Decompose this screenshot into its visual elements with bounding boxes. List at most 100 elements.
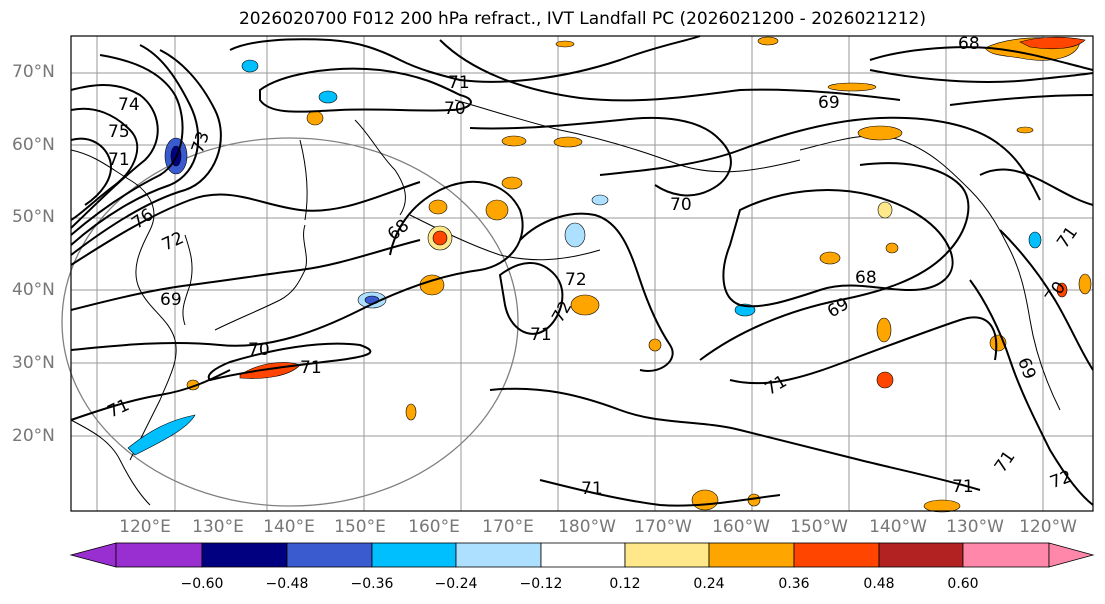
refractivity-contours <box>70 35 1094 507</box>
contour-line <box>229 35 701 83</box>
colorbar-tick-label: 0.36 <box>778 576 810 592</box>
colorbar-bin <box>115 542 203 568</box>
colorbar-tick-label: −0.60 <box>180 576 224 592</box>
lon-label: 150°E <box>334 517 386 537</box>
colorbar-bin <box>286 542 373 568</box>
contour-line <box>699 162 970 361</box>
contour-line <box>599 116 1041 201</box>
anomaly-positive <box>485 199 509 221</box>
coastline-southeast-asia <box>70 419 151 506</box>
anomaly-positive <box>432 230 448 246</box>
anomaly-positive <box>757 36 779 46</box>
anomaly-positive <box>1019 36 1086 50</box>
colorbar-bin <box>878 542 964 568</box>
anomaly-positive <box>857 125 903 141</box>
anomaly-positive <box>501 176 523 190</box>
lon-label: 170°E <box>482 517 534 537</box>
anomaly-positive <box>570 294 600 316</box>
anomaly-positive <box>885 242 899 254</box>
contour-label: 72 <box>565 270 587 290</box>
contour-label: 75 <box>108 122 130 142</box>
shaded-anomalies <box>127 36 1092 513</box>
contour-line <box>969 279 1094 506</box>
colorbar-bin <box>371 542 457 568</box>
contour-label: 70 <box>444 99 466 119</box>
map-title: 2026020700 F012 200 hPa refract., IVT La… <box>238 9 926 29</box>
lon-label: 180°W <box>558 517 616 537</box>
lat-label: 60°N <box>12 135 55 155</box>
anomaly-positive <box>1056 282 1068 298</box>
contour-line <box>722 189 954 308</box>
contour-line <box>70 107 139 221</box>
colorbar-bin <box>793 542 880 568</box>
colorbar-tick-label: 0.24 <box>693 576 725 592</box>
contour-line <box>207 342 372 382</box>
anomaly-positive <box>553 136 583 148</box>
anomaly-negative <box>564 222 586 248</box>
contour-line <box>70 369 231 421</box>
lat-label: 70°N <box>12 62 55 82</box>
contour-line <box>70 239 421 311</box>
contour-line <box>949 94 1094 106</box>
contour-line <box>498 262 564 335</box>
anomaly-negative <box>318 90 338 104</box>
contour-label: 74 <box>118 95 140 115</box>
map-frame <box>70 35 1094 512</box>
colorbar-tick-label: 0.60 <box>947 576 979 592</box>
contour-line <box>469 116 732 197</box>
anomaly-positive <box>691 489 719 511</box>
contour-label: 71 <box>530 325 552 345</box>
anomaly-positive <box>555 40 575 48</box>
coastline-bering <box>454 99 801 173</box>
lon-label: 160°E <box>408 517 460 537</box>
anomaly-negative <box>241 59 259 73</box>
colorbar-tick-label: −0.24 <box>434 576 478 592</box>
colorbar <box>69 542 1095 568</box>
anomaly-positive <box>876 317 892 343</box>
colorbar-tick-label: 0.48 <box>863 576 895 592</box>
contour-label: 69 <box>160 290 182 310</box>
lon-label: 120°E <box>119 517 171 537</box>
anomaly-positive <box>827 82 877 92</box>
contour-line <box>439 39 901 102</box>
anomaly-positive <box>648 338 662 352</box>
contour-line <box>70 84 159 229</box>
anomaly-negative <box>127 414 196 456</box>
colorbar-extend-low <box>69 542 117 568</box>
lat-label: 50°N <box>12 207 55 227</box>
lat-label: 30°N <box>12 353 55 373</box>
contour-line <box>489 387 981 491</box>
colorbar-bin <box>962 542 1050 568</box>
coastline-kamchatka <box>354 119 406 216</box>
anomaly-positive <box>923 499 961 513</box>
colorbar-bin <box>540 542 626 568</box>
contour-line <box>729 316 998 385</box>
anomaly-positive <box>428 199 448 215</box>
lon-label: 140°W <box>869 517 927 537</box>
colorbar-bin <box>708 542 795 568</box>
anomaly-negative <box>1028 231 1042 249</box>
coastline-japan <box>214 224 307 331</box>
lon-label: 160°W <box>712 517 770 537</box>
contour-line <box>869 46 1094 71</box>
contour-line <box>70 180 524 351</box>
colorbar-bin <box>624 542 710 568</box>
lon-label: 120°W <box>1019 517 1077 537</box>
lat-label: 40°N <box>12 280 55 300</box>
contour-line <box>979 168 1094 206</box>
colorbar-tick-label: −0.36 <box>350 576 394 592</box>
contour-label: 71 <box>108 150 130 170</box>
anomaly-positive <box>877 201 893 219</box>
colorbar-bin <box>201 542 288 568</box>
contour-label: 69 <box>818 93 840 113</box>
contour-line <box>70 181 421 266</box>
lat-label: 20°N <box>12 426 55 446</box>
colorbar-tick-label: −0.12 <box>519 576 563 592</box>
contour-line <box>539 479 781 507</box>
contour-label: 71 <box>448 73 470 93</box>
landfall-circle <box>61 137 519 507</box>
contour-line <box>70 137 112 206</box>
map-panel <box>71 36 1093 511</box>
lon-label: 170°W <box>634 517 692 537</box>
